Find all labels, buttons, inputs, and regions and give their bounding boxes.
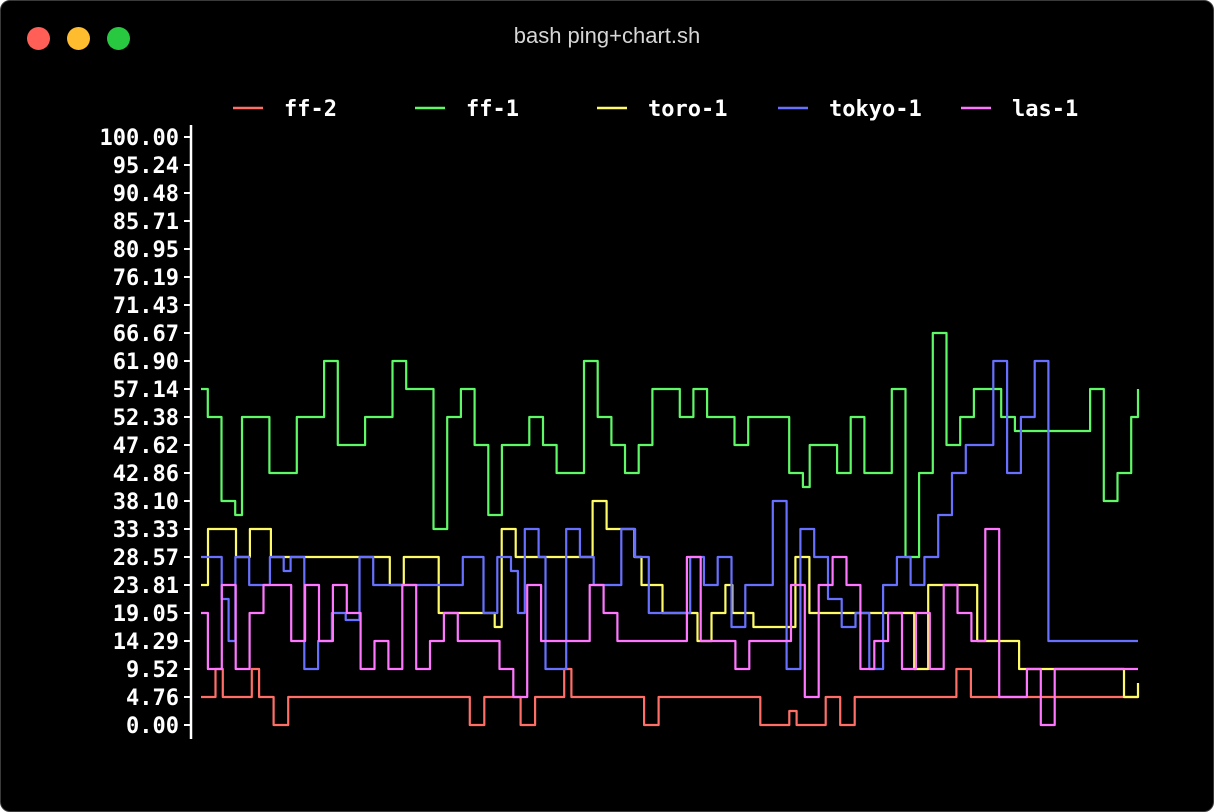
close-button[interactable] bbox=[27, 27, 50, 50]
y-tick-label: 9.52 bbox=[126, 658, 179, 683]
series-line bbox=[201, 359, 1138, 671]
y-tick-label: 19.05 bbox=[113, 602, 179, 627]
window-title: bash ping+chart.sh bbox=[513, 23, 701, 48]
legend-label: toro-1 bbox=[648, 97, 727, 122]
title-bar: bash ping+chart.sh bbox=[1, 1, 1213, 73]
legend-label: ff-2 bbox=[284, 97, 337, 122]
series-line bbox=[201, 527, 1138, 727]
y-tick-label: 42.86 bbox=[113, 462, 179, 487]
legend-label: tokyo-1 bbox=[829, 97, 922, 122]
legend-label: ff-1 bbox=[466, 97, 519, 122]
y-tick-label: 14.29 bbox=[113, 630, 179, 655]
series-line bbox=[201, 331, 1140, 559]
y-tick-label: 33.33 bbox=[113, 518, 179, 543]
series-line bbox=[201, 667, 1138, 727]
y-tick-label: 100.00 bbox=[100, 126, 179, 151]
zoom-button[interactable] bbox=[107, 27, 130, 50]
y-tick-label: 90.48 bbox=[113, 182, 179, 207]
y-tick-label: 95.24 bbox=[113, 154, 179, 179]
y-tick-label: 57.14 bbox=[113, 378, 179, 403]
y-tick-label: 52.38 bbox=[113, 406, 179, 431]
y-tick-label: 0.00 bbox=[126, 714, 179, 739]
y-tick-label: 85.71 bbox=[113, 210, 179, 235]
y-tick-label: 47.62 bbox=[113, 434, 179, 459]
y-tick-label: 66.67 bbox=[113, 322, 179, 347]
series-line bbox=[201, 499, 1140, 699]
y-tick-label: 61.90 bbox=[113, 350, 179, 375]
y-tick-label: 38.10 bbox=[113, 490, 179, 515]
y-tick-label: 4.76 bbox=[126, 686, 179, 711]
y-tick-label: 71.43 bbox=[113, 294, 179, 319]
y-tick-label: 80.95 bbox=[113, 238, 179, 263]
y-tick-label: 23.81 bbox=[113, 574, 179, 599]
y-tick-label: 76.19 bbox=[113, 266, 179, 291]
y-tick-label: 28.57 bbox=[113, 546, 179, 571]
minimize-button[interactable] bbox=[67, 27, 90, 50]
legend-label: las-1 bbox=[1012, 97, 1078, 122]
